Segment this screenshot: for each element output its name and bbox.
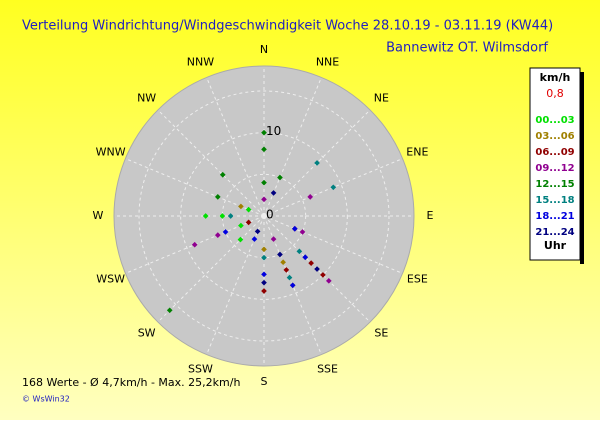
grid-ring xyxy=(221,173,307,259)
direction-label: WNW xyxy=(96,145,126,158)
legend-entry: 09...12 xyxy=(535,163,574,174)
spoke xyxy=(157,109,265,217)
wind-point xyxy=(308,260,314,266)
spoke xyxy=(157,215,265,323)
wind-point xyxy=(277,174,283,181)
wind-point xyxy=(219,213,226,219)
wind-point xyxy=(330,184,337,191)
direction-label: ESE xyxy=(407,273,428,286)
wind-point xyxy=(238,203,244,210)
wind-point xyxy=(325,277,332,284)
wind-point xyxy=(283,267,290,273)
r-tick-label: 0 xyxy=(266,208,274,222)
wind-point xyxy=(314,160,320,166)
legend-entry: 21...24 xyxy=(535,227,574,238)
wind-point xyxy=(214,194,221,200)
wind-point xyxy=(291,225,298,232)
wind-point xyxy=(261,129,267,136)
legend-footer: Uhr xyxy=(544,239,567,252)
wind-point xyxy=(214,232,221,238)
wind-point xyxy=(261,271,267,278)
direction-label: E xyxy=(427,209,434,222)
wind-point xyxy=(166,307,173,314)
wind-point xyxy=(219,171,226,178)
wind-point xyxy=(237,236,244,243)
wind-point xyxy=(261,146,267,153)
footer: 168 Werte - Ø 4,7km/h - Max. 25,2km/h xyxy=(22,376,240,389)
wind-point xyxy=(286,274,293,281)
wind-point xyxy=(222,229,229,235)
legend-calm: 0,8 xyxy=(546,87,564,100)
r-tick-label: 10 xyxy=(266,124,281,138)
spoke xyxy=(263,215,403,274)
direction-label: WSW xyxy=(96,273,125,286)
wind-point xyxy=(245,219,252,226)
direction-label: S xyxy=(261,375,268,388)
wind-point xyxy=(320,272,326,278)
spoke xyxy=(206,77,265,217)
legend-box xyxy=(529,67,581,261)
direction-label: SSW xyxy=(188,362,213,375)
direction-label: SW xyxy=(138,326,156,339)
wind-point xyxy=(202,213,209,219)
legend-entry: 12...15 xyxy=(535,179,574,190)
legend-title: km/h xyxy=(540,71,571,84)
legend-entry: 15...18 xyxy=(535,195,574,206)
legend-shadow xyxy=(580,72,584,264)
wind-point xyxy=(227,213,234,219)
wind-point xyxy=(302,254,309,261)
legend-entry: 00...03 xyxy=(535,115,574,126)
legend-entry: 03...06 xyxy=(535,131,574,142)
legend-entry: 18...21 xyxy=(535,211,574,222)
wind-point xyxy=(289,282,296,289)
wind-point xyxy=(270,236,277,242)
chart-subtitle: Bannewitz OT. Wilmsdorf xyxy=(386,41,548,56)
direction-label: ENE xyxy=(406,145,428,158)
wind-point xyxy=(261,288,267,294)
direction-label: SE xyxy=(374,326,388,339)
credit: © WsWin32 xyxy=(22,395,70,404)
direction-label: NE xyxy=(374,92,389,105)
wind-point xyxy=(314,266,320,272)
direction-label: NNW xyxy=(187,56,214,69)
wind-point xyxy=(299,229,306,235)
direction-label: W xyxy=(93,209,104,222)
wind-point xyxy=(238,222,244,229)
wind-point xyxy=(261,196,267,203)
wind-point xyxy=(270,190,277,196)
wind-point xyxy=(245,206,252,213)
direction-label: N xyxy=(260,43,268,56)
wind-point xyxy=(280,259,286,266)
wind-point xyxy=(254,228,261,235)
grid-ring xyxy=(138,90,390,342)
wind-point xyxy=(251,236,258,242)
chart-title: Verteilung Windrichtung/Windgeschwindigk… xyxy=(22,19,553,34)
direction-label: NW xyxy=(137,92,156,105)
wind-point xyxy=(296,248,303,255)
legend-entry: 06...09 xyxy=(535,147,574,158)
wind-point xyxy=(307,194,314,200)
direction-label: NNE xyxy=(316,56,339,69)
wind-point xyxy=(261,246,267,253)
wind-point xyxy=(277,251,283,258)
direction-label: SSE xyxy=(317,362,338,375)
wind-point xyxy=(261,279,267,286)
wind-point xyxy=(191,241,198,248)
wind-point xyxy=(261,179,267,186)
